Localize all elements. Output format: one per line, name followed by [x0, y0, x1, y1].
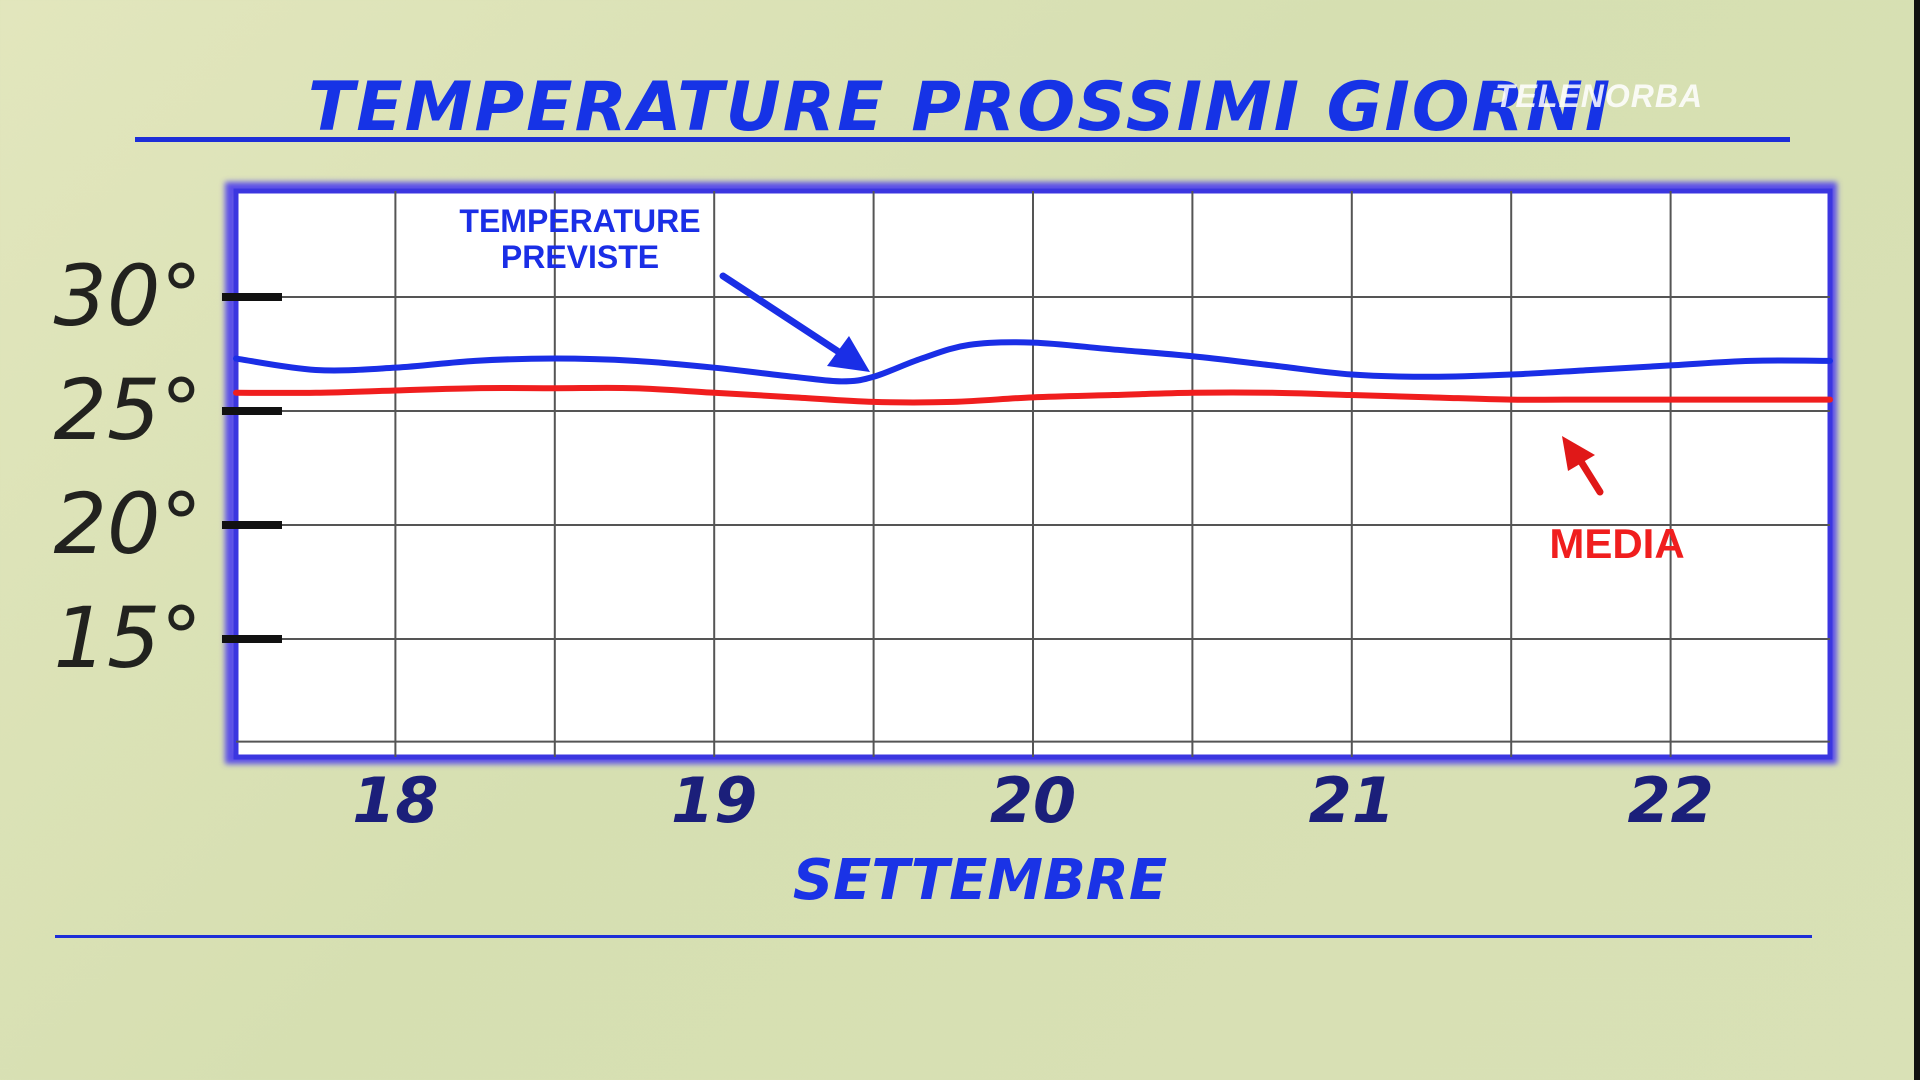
- y-ticks: 30° 25° 20° 15°: [54, 247, 282, 687]
- x-tick-label: 22: [1627, 764, 1713, 837]
- x-axis-label: SETTEMBRE: [792, 848, 1168, 913]
- annotation-forecast-line2: PREVISTE: [501, 239, 659, 275]
- x-tick-label: 20: [990, 764, 1076, 837]
- forecast-arrow-icon: [719, 272, 870, 372]
- y-tick-label: 15°: [54, 589, 203, 687]
- y-tick-label: 20°: [54, 475, 203, 573]
- y-tick-label: 30°: [54, 247, 203, 345]
- grid: [236, 191, 1830, 757]
- channel-watermark: TELENORBA: [1495, 78, 1704, 114]
- x-tick-label: 18: [352, 764, 438, 837]
- x-tick-label: 19: [671, 764, 757, 837]
- media-arrow-icon: [1562, 436, 1604, 496]
- annotation-media: MEDIA: [1549, 520, 1684, 567]
- title-underline: [135, 137, 1790, 142]
- series-line-temperature-previste: [233, 339, 1833, 385]
- series-layer: [233, 339, 1833, 406]
- x-ticks: 18 19 20 21 22: [352, 764, 1713, 837]
- series-line-media: [233, 384, 1833, 406]
- annotation-forecast-line1: TEMPERATURE: [459, 203, 700, 239]
- y-tick-label: 25°: [54, 361, 203, 459]
- x-tick-label: 21: [1309, 764, 1395, 837]
- bottom-rule: [55, 935, 1812, 938]
- chart-title: TEMPERATURE PROSSIMI GIORNI: [307, 68, 1613, 147]
- frame-edge: [1914, 0, 1920, 1080]
